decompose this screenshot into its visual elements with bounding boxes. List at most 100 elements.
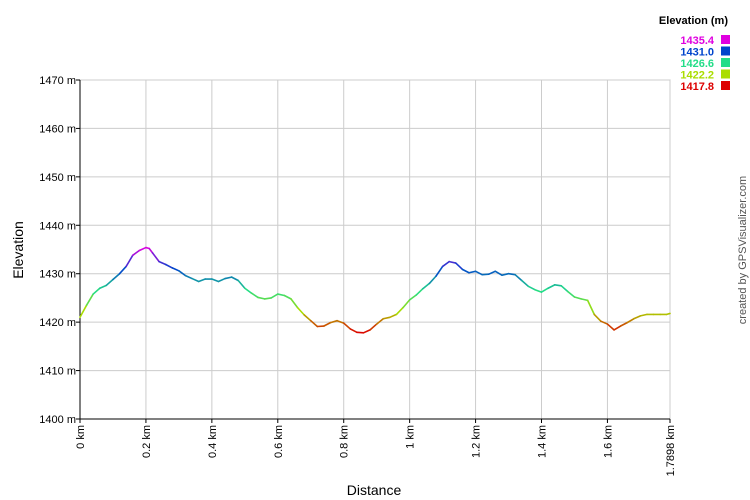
elevation-segment	[567, 290, 576, 298]
elevation-segment	[178, 270, 187, 277]
y-tick-label: 1470 m	[39, 75, 76, 87]
legend-entry-label: 1435.4	[680, 35, 715, 47]
elevation-segment	[224, 276, 233, 280]
elevation-segment	[336, 319, 345, 324]
elevation-segment	[237, 279, 246, 290]
legend-entry-label: 1431.0	[680, 47, 714, 59]
x-tick-labels: 0 km 0.2 km 0.4 km 0.6 km 0.8 km 1 km 1.2 km 1.…	[75, 425, 677, 476]
elevation-segment	[283, 294, 292, 300]
elevation-segment	[244, 287, 253, 294]
elevation-segment	[85, 293, 94, 306]
y-axis-label: Elevation	[10, 221, 26, 279]
elevation-segment	[395, 306, 404, 316]
elevation-segment	[606, 323, 615, 331]
elevation-segment	[639, 313, 648, 317]
elevation-segment	[540, 287, 549, 293]
elevation-segment	[138, 246, 147, 252]
y-tick-label: 1430 m	[39, 269, 76, 281]
legend-entry-label: 1426.6	[680, 58, 714, 70]
elevation-segment	[415, 287, 424, 296]
y-tick-label: 1440 m	[39, 220, 76, 232]
elevation-segment	[164, 263, 174, 269]
elevation-segment	[520, 279, 530, 288]
x-tick-label: 0.4 km	[207, 425, 219, 458]
elevation-segment	[619, 321, 629, 327]
x-axis-label: Distance	[347, 482, 402, 498]
elevation-segment	[342, 322, 352, 330]
elevation-segment	[171, 267, 180, 272]
elevation-segment	[270, 293, 279, 299]
elevation-segment	[382, 316, 391, 320]
elevation-segment	[92, 287, 101, 295]
elevation-segment	[633, 315, 642, 320]
elevation-segment	[408, 294, 418, 301]
elevation-segment	[329, 319, 338, 324]
elevation-segment	[290, 298, 299, 309]
elevation-segment	[547, 284, 556, 290]
elevation-segment	[553, 284, 563, 287]
legend-swatch	[721, 58, 730, 67]
elevation-segment	[487, 270, 497, 275]
y-tick-label: 1410 m	[39, 366, 76, 378]
elevation-segment	[593, 313, 602, 322]
x-tick-label: 1.2 km	[471, 425, 483, 458]
elevation-segment	[309, 319, 319, 328]
legend-swatch	[721, 46, 730, 56]
elevation-segment	[560, 285, 569, 293]
legend-title: Elevation (m)	[659, 15, 728, 27]
grid	[76, 79, 671, 423]
x-tick-label: 1.7898 km	[665, 425, 677, 476]
credit-text: created by GPSVisualizer.com	[737, 176, 749, 324]
x-tick-label: 1.4 km	[537, 425, 549, 458]
elevation-segment	[230, 276, 240, 282]
legend-entry-label: 1422.2	[680, 70, 714, 82]
elevation-segment	[184, 274, 193, 280]
elevation-segment	[586, 299, 596, 316]
elevation-segment	[600, 320, 609, 325]
elevation-segment	[131, 249, 141, 257]
legend-swatch	[721, 35, 730, 44]
elevation-segment	[474, 270, 483, 276]
elevation-segment	[428, 275, 437, 285]
elevation-segment	[507, 272, 516, 276]
elevation-segment	[534, 288, 543, 293]
elevation-segment	[257, 296, 266, 300]
x-tick-label: 1 km	[405, 425, 417, 449]
x-tick-label: 1.6 km	[602, 425, 614, 458]
elevation-segment	[263, 297, 272, 300]
legend: Elevation (m) 1435.41431.01426.61422.2141…	[659, 15, 730, 93]
elevation-segment	[118, 265, 127, 275]
elevation-segment	[303, 314, 312, 322]
elevation-segment	[402, 299, 411, 309]
elevation-segment	[665, 312, 671, 316]
elevation-segment	[98, 284, 108, 290]
elevation-segment	[501, 272, 510, 276]
elevation-series-line	[79, 246, 671, 334]
elevation-segment	[375, 317, 385, 325]
elevation-segment	[276, 293, 286, 297]
elevation-segment	[151, 252, 160, 263]
elevation-segment	[158, 260, 167, 266]
elevation-segment	[422, 282, 431, 290]
elevation-segment	[323, 321, 332, 327]
elevation-segment	[191, 277, 200, 283]
elevation-segment	[494, 270, 503, 276]
elevation-segment	[217, 277, 226, 283]
elevation-segment	[441, 260, 451, 268]
x-tick-label: 0 km	[75, 425, 87, 449]
elevation-segment	[349, 328, 358, 334]
elevation-segment	[211, 278, 220, 283]
elevation-segment	[626, 317, 635, 324]
elevation-segment	[573, 296, 582, 300]
elevation-segment	[514, 273, 523, 282]
elevation-segment	[197, 278, 207, 283]
legend-swatch	[721, 69, 730, 79]
elevation-segment	[148, 247, 154, 254]
elevation-segment	[454, 262, 464, 271]
y-tick-label: 1460 m	[39, 123, 76, 135]
elevation-segment	[105, 278, 114, 287]
y-tick-labels: 1470 m 1460 m 1450 m 1440 m 1430 m 1420 m 1410…	[39, 75, 76, 426]
y-tick-label: 1450 m	[39, 172, 76, 184]
y-tick-label: 1400 m	[39, 414, 76, 426]
